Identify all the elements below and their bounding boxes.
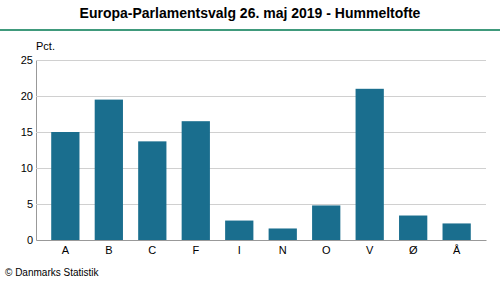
x-tick-label: Å	[453, 244, 461, 256]
y-tick-label: 25	[21, 54, 33, 66]
x-tick-label: O	[322, 244, 331, 256]
y-tick: 25	[21, 54, 486, 66]
y-tick-label: 10	[21, 162, 33, 174]
y-axis-title: Pct.	[36, 40, 55, 52]
x-tick: B	[105, 244, 112, 256]
x-tick: V	[366, 244, 374, 256]
x-tick-label: N	[279, 244, 287, 256]
title-rule	[0, 29, 500, 31]
x-tick: Ø	[409, 244, 418, 256]
bar	[182, 121, 210, 240]
x-tick: Å	[453, 244, 461, 256]
bar	[269, 228, 297, 240]
y-tick: 10	[21, 162, 486, 174]
x-tick-label: Ø	[409, 244, 418, 256]
bar	[138, 141, 166, 240]
x-axis-line	[37, 240, 487, 241]
x-tick: F	[192, 244, 199, 256]
x-tick: N	[279, 244, 287, 256]
x-axis: ABCFINOVØÅ	[37, 241, 487, 256]
y-axis-line	[37, 61, 487, 241]
y-tick-label: 20	[21, 90, 33, 102]
x-tick-label: B	[105, 244, 112, 256]
x-tick: I	[238, 244, 241, 256]
footer: © Danmarks Statistik	[5, 267, 100, 278]
grid-line	[36, 240, 486, 241]
title: Europa-Parlamentsvalg 26. maj 2019 - Hum…	[80, 5, 421, 21]
grid-line	[36, 60, 486, 61]
x-tick: O	[322, 244, 331, 256]
chart: Europa-Parlamentsvalg 26. maj 2019 - Hum…	[0, 0, 500, 282]
plot: 0 5 10 15 20 25 A B C F I N O V Ø Å	[21, 54, 487, 256]
y-tick-label: 0	[27, 234, 33, 246]
y-tick-label: 5	[27, 198, 33, 210]
bar	[356, 89, 384, 240]
x-tick-label: F	[192, 244, 199, 256]
x-tick-label: C	[148, 244, 156, 256]
x-tick: C	[148, 244, 156, 256]
bar	[399, 216, 427, 240]
y-tick-label: 15	[21, 126, 33, 138]
x-tick-label: I	[238, 244, 241, 256]
bar	[225, 221, 253, 240]
bars	[51, 89, 471, 240]
x-tick-label: V	[366, 244, 374, 256]
grid-line	[36, 96, 486, 97]
y-tick: 20	[21, 90, 486, 102]
bar	[51, 132, 79, 240]
bar	[443, 223, 471, 240]
x-tick-label: A	[62, 244, 70, 256]
bar	[312, 205, 340, 240]
x-tick: A	[62, 244, 70, 256]
bar	[95, 100, 123, 240]
y-axis: 0 5 10 15 20 25	[21, 54, 486, 246]
y-tick: 15	[21, 126, 486, 138]
